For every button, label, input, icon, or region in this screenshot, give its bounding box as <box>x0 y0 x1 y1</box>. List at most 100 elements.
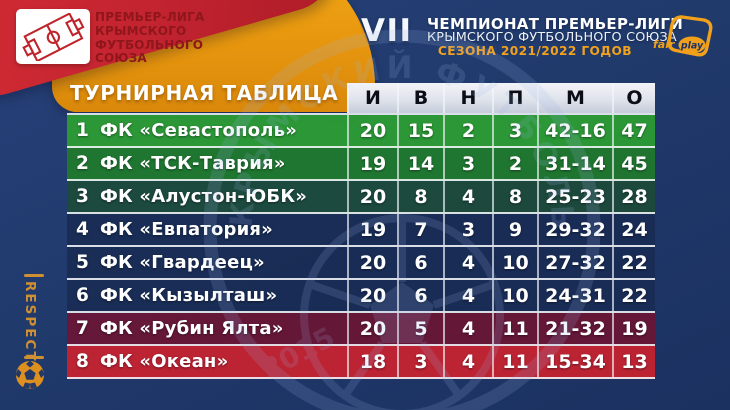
team-name: ФК «Гвардеец» <box>100 252 265 273</box>
edition-numeral: VII <box>361 13 413 49</box>
column-header-М: М <box>537 83 612 113</box>
table-row: 6 ФК «Кызылташ» 20 6 4 10 24-31 22 <box>67 280 655 313</box>
stat-value: 24 <box>621 218 648 241</box>
stat-cell-П: 10 <box>492 247 537 278</box>
stat-cell-М: 31-14 <box>537 148 612 179</box>
stat-value: 6 <box>414 251 428 274</box>
position-number: 6 <box>76 285 89 306</box>
league-logo <box>16 9 90 64</box>
team-name: ФК «Алустон-ЮБК» <box>100 186 308 207</box>
championship-title-line2: КРЫМСКОГО ФУТБОЛЬНОГО СОЮЗА <box>427 30 677 45</box>
team-cell: 4 ФК «Евпатория» <box>67 214 347 245</box>
team-name: ФК «Евпатория» <box>100 219 274 240</box>
stat-value: 7 <box>414 218 428 241</box>
stat-value: 47 <box>621 119 648 142</box>
team-name: ФК «Севастополь» <box>100 120 298 141</box>
team-name: ФК «Кызылташ» <box>100 285 278 306</box>
column-header-И: И <box>347 83 397 113</box>
stat-value: 31-14 <box>545 152 606 175</box>
table-row: 7 ФК «Рубин Ялта» 20 5 4 11 21-32 19 <box>67 313 655 346</box>
stat-cell-В: 15 <box>397 115 443 146</box>
fairplay-ellipse <box>678 36 706 54</box>
team-cell: 6 ФК «Кызылташ» <box>67 280 347 311</box>
stat-cell-И: 18 <box>347 346 397 377</box>
stat-cell-М: 21-32 <box>537 313 612 344</box>
stat-value: 4 <box>461 317 476 340</box>
stat-value: 45 <box>621 152 648 175</box>
stat-value: 11 <box>502 350 529 373</box>
stat-value: 21-32 <box>545 317 606 340</box>
stat-value: 2 <box>461 119 476 142</box>
stat-value: 28 <box>621 185 648 208</box>
stat-cell-И: 20 <box>347 280 397 311</box>
stat-value: 8 <box>508 185 523 208</box>
stat-value: 4 <box>461 350 476 373</box>
stat-cell-Н: 4 <box>443 181 492 212</box>
stat-value: 9 <box>508 218 523 241</box>
position-number: 8 <box>76 351 89 372</box>
stat-value: 15-34 <box>545 350 606 373</box>
stat-value: 25-23 <box>545 185 606 208</box>
table-row: 5 ФК «Гвардеец» 20 6 4 10 27-32 22 <box>67 247 655 280</box>
league-caption-line: ФУТБОЛЬНОГО <box>95 37 204 52</box>
stat-cell-О: 13 <box>612 346 655 377</box>
table-row: 8 ФК «Океан» 18 3 4 11 15-34 13 <box>67 346 655 379</box>
team-cell: 2 ФК «ТСК-Таврия» <box>67 148 347 179</box>
stat-cell-М: 42-16 <box>537 115 612 146</box>
stat-cell-М: 29-32 <box>537 214 612 245</box>
table-row: 4 ФК «Евпатория» 19 7 3 9 29-32 24 <box>67 214 655 247</box>
stat-cell-Н: 3 <box>443 214 492 245</box>
respect-label: RESPECT <box>22 281 38 363</box>
stat-cell-И: 20 <box>347 181 397 212</box>
team-cell: 1 ФК «Севастополь» <box>67 115 347 146</box>
respect-dash-bottom <box>24 356 44 359</box>
team-cell: 3 ФК «Алустон-ЮБК» <box>67 181 347 212</box>
stat-cell-В: 6 <box>397 280 443 311</box>
stat-value: 6 <box>414 284 428 307</box>
league-caption: ПРЕМЬЕР-ЛИГА КРЫМСКОГО ФУТБОЛЬНОГО СОЮЗА <box>95 10 204 66</box>
stat-value: 14 <box>407 152 435 175</box>
stat-cell-И: 20 <box>347 115 397 146</box>
stat-value: 3 <box>461 218 476 241</box>
stat-cell-И: 20 <box>347 313 397 344</box>
stat-cell-В: 8 <box>397 181 443 212</box>
stat-cell-Н: 2 <box>443 115 492 146</box>
stat-cell-М: 15-34 <box>537 346 612 377</box>
position-number: 1 <box>76 120 89 141</box>
stat-value: 3 <box>461 152 476 175</box>
table-title: ТУРНИРНАЯ ТАБЛИЦА <box>70 81 339 105</box>
stat-value: 8 <box>414 185 428 208</box>
stat-value: 2 <box>508 152 523 175</box>
stat-cell-М: 25-23 <box>537 181 612 212</box>
team-name: ФК «ТСК-Таврия» <box>100 153 286 174</box>
table-row: 1 ФК «Севастополь» 20 15 2 3 42-16 47 <box>67 115 655 148</box>
stat-value: 20 <box>359 119 387 142</box>
table-header-spacer <box>67 83 347 113</box>
column-header-Н: Н <box>443 83 492 113</box>
fairplay-word-play: play <box>680 41 704 52</box>
stat-cell-И: 19 <box>347 214 397 245</box>
stat-cell-П: 10 <box>492 280 537 311</box>
column-header-В: В <box>397 83 443 113</box>
table-row: 3 ФК «Алустон-ЮБК» 20 8 4 8 25-23 28 <box>67 181 655 214</box>
position-number: 2 <box>76 153 89 174</box>
league-caption-line: КРЫМСКОГО <box>95 23 187 38</box>
stat-cell-И: 20 <box>347 247 397 278</box>
stat-cell-М: 27-32 <box>537 247 612 278</box>
position-number: 5 <box>76 252 89 273</box>
stat-value: 22 <box>621 251 648 274</box>
stat-value: 19 <box>359 218 387 241</box>
stat-value: 5 <box>414 317 428 340</box>
stat-cell-О: 19 <box>612 313 655 344</box>
stat-value: 27-32 <box>545 251 606 274</box>
stat-value: 3 <box>508 119 523 142</box>
stat-value: 3 <box>414 350 428 373</box>
position-number: 7 <box>76 318 89 339</box>
championship-title-line1: ЧЕМПИОНАТ ПРЕМЬЕР-ЛИГИ <box>427 15 684 33</box>
stat-cell-В: 7 <box>397 214 443 245</box>
stat-cell-О: 22 <box>612 280 655 311</box>
stat-cell-М: 24-31 <box>537 280 612 311</box>
stat-value: 20 <box>359 317 387 340</box>
team-cell: 8 ФК «Океан» <box>67 346 347 377</box>
